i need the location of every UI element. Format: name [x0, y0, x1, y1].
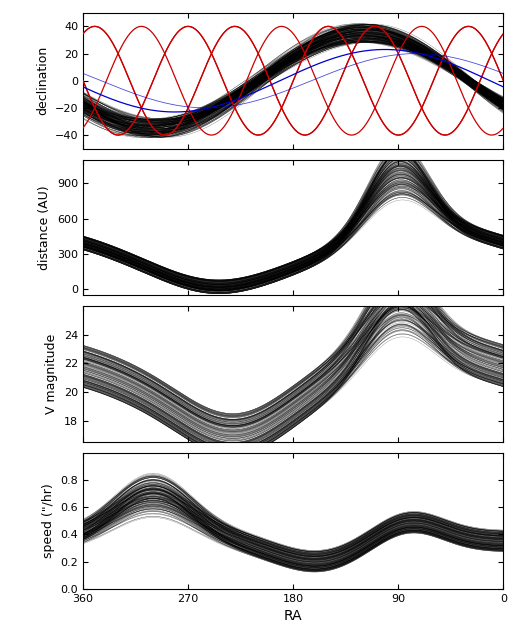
Y-axis label: distance (AU): distance (AU)	[38, 185, 51, 269]
Y-axis label: speed ("/hr): speed ("/hr)	[42, 483, 55, 558]
X-axis label: RA: RA	[284, 609, 303, 623]
Y-axis label: V magnitude: V magnitude	[45, 334, 58, 414]
Y-axis label: declination: declination	[36, 46, 49, 115]
